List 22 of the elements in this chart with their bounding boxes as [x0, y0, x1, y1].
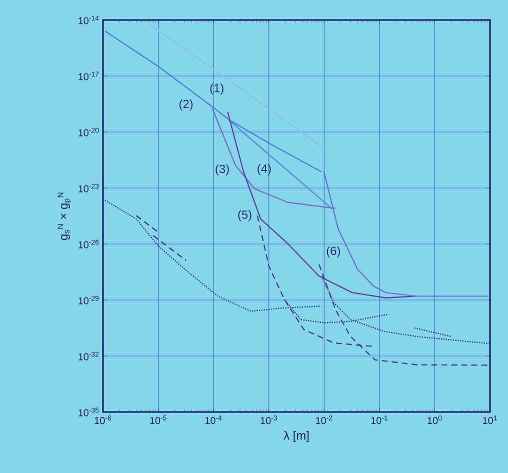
y-tick-label: 10$^{-17}$: [78, 72, 99, 80]
series-label: (5): [238, 210, 252, 222]
x-axis-title: λ [m]: [284, 430, 309, 442]
x-tick-label: 10$^{-3}$: [260, 416, 277, 424]
x-tick-label: 10$^{-4}$: [205, 416, 222, 424]
x-tick-label: 10$^{1}$: [483, 416, 497, 424]
x-tick-label: 10$^{-6}$: [94, 416, 112, 424]
series-label: (3): [216, 164, 229, 176]
y-tick-label: 10$^{-14}$: [78, 16, 99, 24]
x-tick-label: 10$^{-1}$: [371, 416, 388, 424]
y-tick-label: 10$^{-29}$: [78, 296, 99, 304]
series-label: (6): [326, 246, 340, 258]
y-tick-label: 10$^{-26}$: [78, 240, 99, 248]
x-tick-label: 10$^{-5}$: [150, 416, 166, 424]
y-tick-label: 10$^{-20}$: [78, 128, 99, 136]
x-tick-label: 10$^{-2}$: [316, 416, 332, 424]
y-tick-label: 10$^{-35}$: [78, 408, 99, 416]
y-tick-label: 10$^{-32}$: [78, 352, 99, 360]
series-label: (1): [210, 83, 224, 95]
series-label: (2): [179, 99, 193, 111]
y-tick-label: 10$^{-23}$: [78, 184, 99, 192]
x-tick-label: 10$^{0}$: [428, 416, 442, 424]
